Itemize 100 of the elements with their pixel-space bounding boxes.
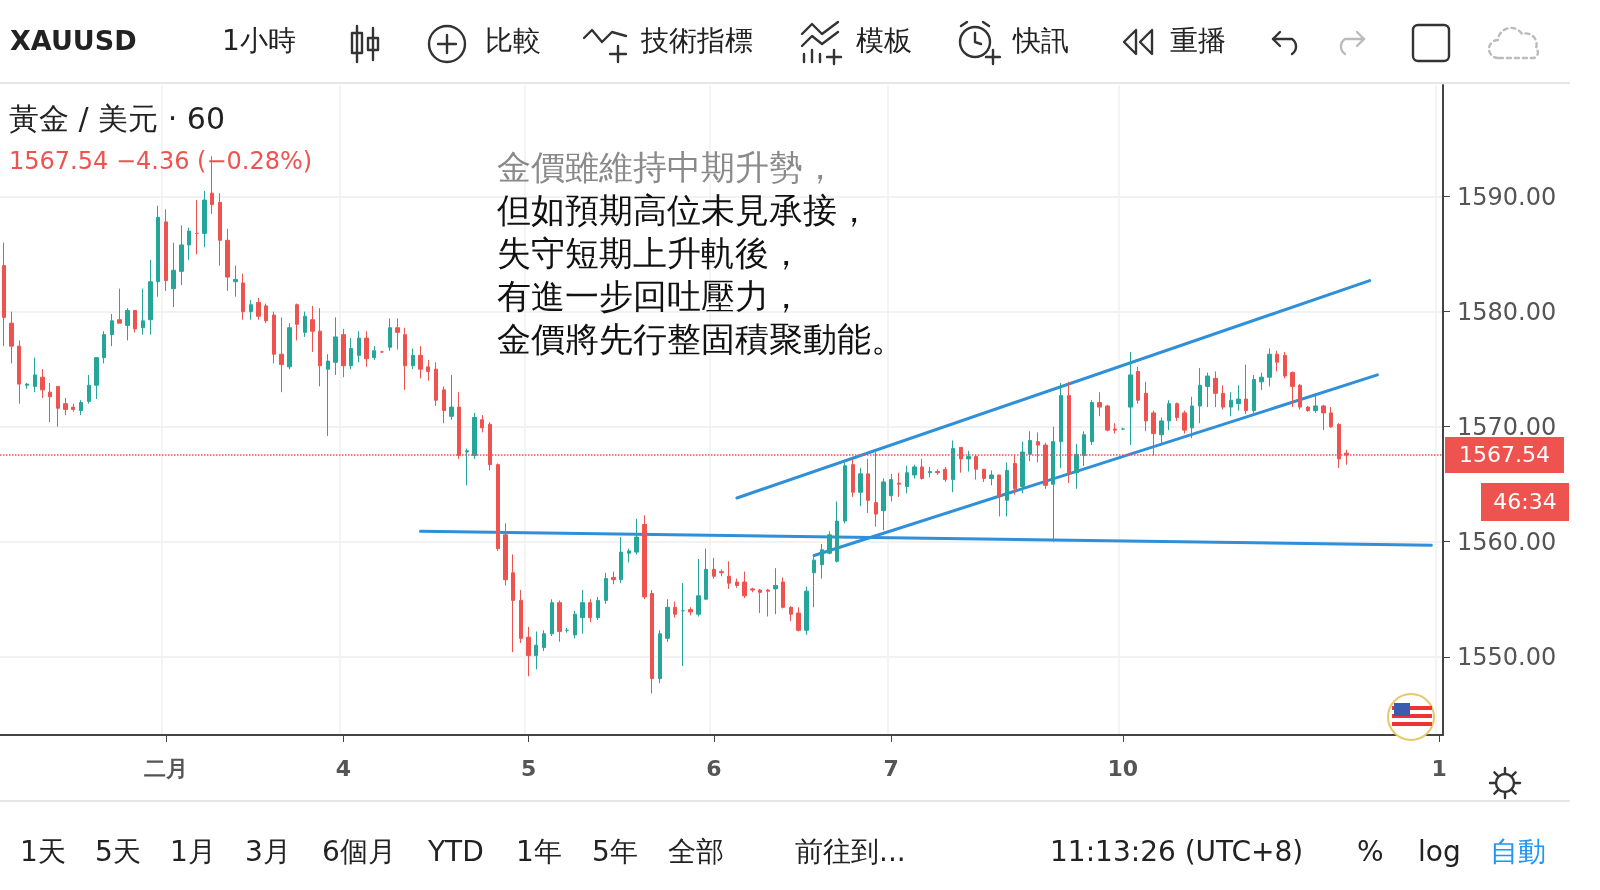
candlestick (218, 192, 222, 267)
candlestick (989, 469, 994, 486)
candlestick (33, 357, 37, 393)
x-tick-label: 7 (883, 755, 899, 781)
candlestick (604, 572, 608, 605)
candlestick (40, 368, 45, 399)
candlestick (256, 297, 261, 321)
candlestick (295, 303, 299, 341)
candlestick (102, 330, 106, 364)
candlestick (820, 543, 824, 580)
candlestick (634, 518, 639, 555)
text: log (1418, 835, 1461, 869)
candlestick (781, 576, 785, 609)
candlestick (742, 571, 747, 599)
candlestick (1128, 351, 1133, 446)
candlestick (164, 208, 168, 292)
candlestick (1244, 364, 1248, 415)
candlestick (804, 586, 809, 636)
candlestick (519, 589, 523, 644)
candlestick (796, 606, 801, 632)
text: 3月 (245, 835, 291, 869)
candlestick (249, 299, 253, 321)
candlestick (79, 399, 83, 416)
candlestick (341, 328, 346, 378)
y-tick-label: 1560.00 (1457, 527, 1557, 556)
candlestick (1097, 391, 1102, 417)
candlestick (179, 224, 184, 286)
candlestick (696, 558, 701, 617)
candlestick (851, 458, 855, 498)
candlestick (619, 536, 623, 584)
candlestick (542, 629, 546, 652)
candlestick (750, 587, 755, 593)
text: 1天 (20, 835, 66, 869)
candlestick (997, 474, 1001, 517)
candlestick (187, 227, 191, 261)
candlestick (1005, 461, 1009, 517)
candlestick (333, 316, 338, 376)
candlestick (650, 589, 654, 695)
candlestick (364, 330, 369, 368)
text: 重播 (1170, 24, 1226, 58)
candlestick (125, 307, 130, 341)
text: 1年 (516, 835, 562, 869)
candlestick (943, 466, 947, 483)
candlestick (357, 330, 361, 363)
candlestick (87, 374, 91, 405)
candlestick (1105, 404, 1110, 432)
candlestick (1113, 422, 1117, 435)
candlestick (1182, 410, 1187, 435)
text: 自動 (1490, 835, 1546, 869)
x-tick-label: 10 (1107, 755, 1139, 781)
candlestick (1205, 372, 1210, 408)
candlestick (1198, 367, 1202, 424)
candlestick (1159, 416, 1164, 446)
candlestick (735, 578, 739, 589)
candlestick (472, 412, 477, 460)
candlestick (411, 347, 415, 370)
candlestick (496, 463, 500, 552)
candlestick (1190, 396, 1194, 439)
candlestick (789, 605, 793, 622)
candlestick (665, 598, 670, 643)
text: 1小時 (222, 24, 296, 58)
candlestick (17, 339, 21, 405)
candlestick (117, 288, 122, 324)
x-tick-label: 6 (706, 755, 722, 781)
candlestick (550, 598, 554, 637)
candlestick (511, 553, 515, 653)
candlestick (766, 588, 770, 617)
candlestick (94, 357, 99, 400)
candlestick (171, 242, 176, 308)
candlestick (580, 589, 585, 635)
candlestick (465, 448, 469, 486)
candlestick (442, 385, 446, 424)
candlestick (704, 548, 708, 600)
candlestick (951, 439, 955, 493)
candlestick (264, 303, 268, 324)
x-tick-label: 二月 (143, 755, 188, 781)
candlestick (758, 588, 762, 614)
candlestick (1283, 351, 1287, 379)
text: 比較 (485, 24, 541, 58)
text: 黃金 / 美元 · 60 (9, 100, 225, 136)
candlestick (1082, 430, 1086, 467)
text: 前往到... (795, 835, 906, 869)
candlestick (2, 242, 6, 347)
annotation: 但如預期高位未見承接， (497, 189, 872, 232)
candlestick (1313, 392, 1318, 414)
candlestick (1259, 372, 1264, 391)
candlestick (1059, 382, 1063, 469)
candlestick (233, 265, 238, 298)
candlestick (920, 458, 924, 481)
candlestick (835, 500, 839, 563)
candlestick (1252, 374, 1256, 414)
candlestick (966, 450, 971, 473)
candlestick (133, 309, 137, 333)
candlestick (272, 311, 276, 364)
candlestick (712, 557, 716, 580)
candlestick (318, 307, 322, 387)
candlestick (627, 548, 631, 563)
x-tick-label: 5 (520, 755, 537, 781)
candlestick (25, 382, 29, 390)
candlestick (349, 337, 353, 370)
